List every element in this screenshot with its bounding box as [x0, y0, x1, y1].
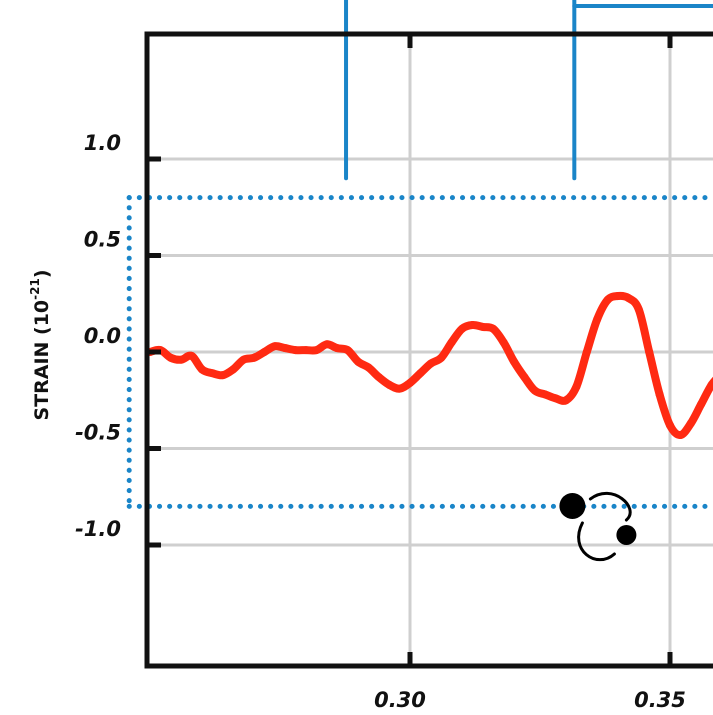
axes-frame — [144, 31, 713, 669]
tick-labels: 1.0 0.5 0.0 -0.5 -1.0 0.30 0.35 — [75, 34, 686, 712]
data-point-9 — [239, 355, 248, 364]
data-point-39 — [551, 394, 560, 403]
y-axis-label-exponent: -21 — [28, 278, 42, 300]
data-point-18 — [333, 344, 342, 353]
data-point-7 — [218, 371, 227, 380]
data-point-33 — [489, 324, 498, 333]
y-axis-label: STRAIN (10-21) — [28, 269, 53, 420]
data-point-23 — [385, 380, 394, 389]
data-point-51 — [676, 430, 685, 439]
data-point-53 — [697, 400, 706, 409]
data-point-24 — [395, 384, 404, 393]
data-point-12 — [270, 342, 279, 351]
data-point-52 — [686, 419, 695, 428]
black-hole-large — [559, 492, 586, 519]
data-point-10 — [250, 353, 258, 362]
data-point-13 — [281, 344, 290, 353]
y-tick-label-0: 1.0 — [84, 131, 121, 155]
grid-lines — [147, 34, 713, 666]
data-point-27 — [426, 359, 435, 368]
data-point-19 — [343, 346, 352, 355]
y-tick-label-4: -1.0 — [75, 517, 121, 541]
data-point-16 — [312, 346, 321, 355]
data-point-22 — [374, 373, 383, 382]
data-point-14 — [291, 346, 300, 355]
black-hole-small — [616, 524, 637, 545]
data-point-28 — [437, 353, 446, 362]
data-point-29 — [447, 338, 456, 347]
data-point-3 — [177, 355, 186, 364]
data-point-54 — [707, 380, 713, 389]
data-point-38 — [541, 390, 550, 399]
data-point-34 — [499, 338, 508, 347]
data-point-31 — [468, 320, 477, 329]
y-tick-label-2: 0.0 — [84, 324, 121, 348]
data-point-2 — [166, 353, 175, 362]
y-tick-label-1: 0.5 — [84, 228, 121, 252]
data-point-8 — [229, 365, 238, 374]
data-point-4 — [187, 351, 196, 360]
data-point-5 — [198, 365, 206, 374]
annotations — [126, 0, 713, 509]
data-point-36 — [520, 373, 529, 382]
x-tick-label-0: 0.30 — [374, 688, 426, 712]
x-tick-label-1: 0.35 — [634, 688, 686, 712]
binary-black-hole-icon — [559, 491, 637, 561]
data-point-48 — [645, 348, 654, 356]
data-point-15 — [302, 346, 310, 355]
data-point-6 — [208, 369, 217, 378]
series-layer — [146, 291, 713, 439]
data-point-42 — [582, 348, 591, 356]
y-tick-label-3: -0.5 — [75, 421, 121, 445]
data-point-47 — [634, 305, 643, 314]
data-point-35 — [510, 357, 518, 366]
data-point-43 — [593, 315, 602, 324]
data-point-46 — [624, 293, 633, 302]
data-point-17 — [322, 340, 331, 349]
data-point-20 — [354, 357, 362, 366]
data-point-49 — [655, 390, 664, 399]
y-axis-label-close: ) — [31, 269, 53, 278]
orbit-arc-top — [588, 491, 632, 522]
data-point-32 — [478, 322, 487, 331]
data-point-40 — [562, 396, 570, 405]
data-point-21 — [364, 363, 373, 372]
data-point-11 — [260, 348, 269, 356]
data-point-37 — [530, 386, 539, 395]
data-point-44 — [603, 295, 612, 304]
data-point-45 — [614, 292, 622, 301]
data-point-41 — [572, 382, 581, 391]
data-point-25 — [406, 378, 414, 387]
data-point-50 — [666, 421, 674, 430]
orbit-arc-bottom — [577, 521, 616, 561]
y-axis-label-text: STRAIN (10 — [31, 300, 53, 421]
data-point-26 — [416, 369, 425, 378]
data-point-30 — [458, 324, 466, 333]
series-points-0 — [146, 292, 713, 439]
